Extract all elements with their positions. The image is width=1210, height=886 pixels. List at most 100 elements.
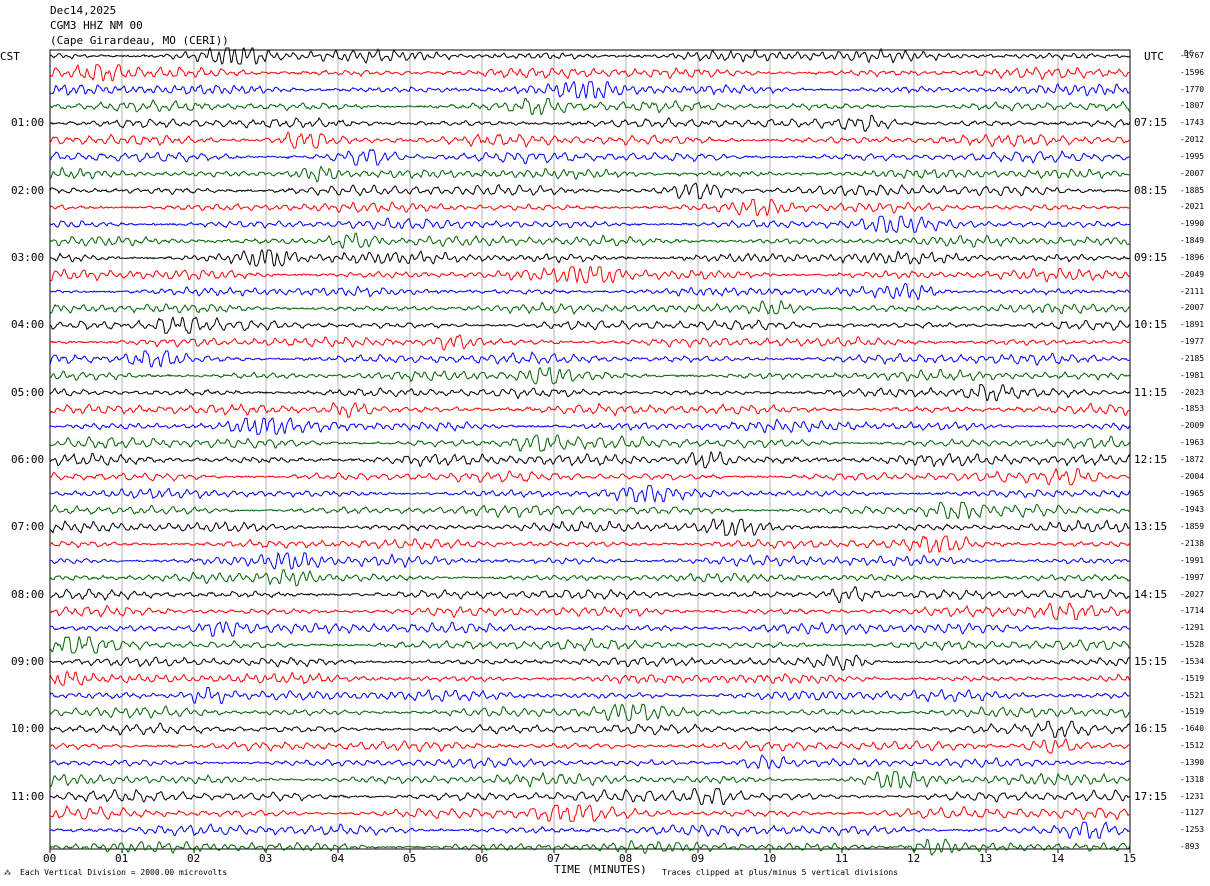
x-tick-label: 01 <box>115 852 129 865</box>
trace-dc-value: -2004 <box>1180 471 1205 481</box>
right-hour-label: 11:15 <box>1134 385 1168 399</box>
seismogram-trace <box>49 602 1131 620</box>
seismogram-trace <box>49 771 1131 789</box>
seismogram-trace <box>49 64 1131 82</box>
left-timezone-label: CST <box>0 50 20 63</box>
seismogram-trace <box>49 838 1131 856</box>
trace-dc-value: -1853 <box>1180 404 1205 414</box>
seismogram-trace <box>49 350 1131 368</box>
seismogram-trace <box>49 266 1131 284</box>
trace-dc-value: -1981 <box>1180 370 1205 380</box>
trace-dc-value: -1965 <box>1180 488 1205 498</box>
right-hour-label: 08:15 <box>1134 183 1168 197</box>
trace-dc-value: -1253 <box>1180 825 1205 835</box>
left-hour-label: 08:00 <box>11 587 45 601</box>
seismogram-trace <box>49 569 1131 587</box>
seismogram-trace <box>49 46 1131 65</box>
right-hour-label: 17:15 <box>1134 789 1168 803</box>
trace-dc-value: -1943 <box>1180 505 1205 515</box>
seismogram-trace <box>49 754 1131 770</box>
chart-station: CGM3 HHZ NM 00 <box>50 19 143 32</box>
seismogram-trace <box>49 98 1131 116</box>
trace-dc-value: -2027 <box>1180 589 1205 599</box>
trace-dc-value: -1127 <box>1180 808 1205 818</box>
seismogram-trace <box>49 417 1131 435</box>
seismogram-trace <box>49 165 1131 183</box>
left-hour-label: 06:00 <box>11 452 45 466</box>
trace-dc-value: -1519 <box>1180 707 1205 717</box>
right-hour-label: 10:15 <box>1134 318 1168 332</box>
seismogram-trace <box>49 787 1131 805</box>
seismogram-trace <box>49 182 1131 200</box>
trace-dc-value: -1521 <box>1180 690 1205 700</box>
x-tick-label: 04 <box>331 852 345 865</box>
trace-dc-value: -2021 <box>1180 202 1205 212</box>
trace-dc-value: -1231 <box>1180 791 1205 801</box>
trace-dc-value: -1991 <box>1180 555 1205 565</box>
x-tick-label: 02 <box>187 852 201 865</box>
x-tick-label: 06 <box>475 852 489 865</box>
seismogram-trace <box>49 114 1131 132</box>
seismogram-trace <box>50 720 1131 738</box>
seismogram-trace <box>49 131 1131 149</box>
x-tick-label: 03 <box>259 852 273 865</box>
trace-dc-value: -1519 <box>1180 673 1205 683</box>
trace-dc-value: -2007 <box>1180 168 1205 178</box>
trace-dc-value: -2185 <box>1180 353 1205 363</box>
trace-dc-value: -1859 <box>1180 522 1205 532</box>
footer-scale-note: Each Vertical Division = 2000.00 microvo… <box>20 868 228 877</box>
x-tick-label: 14 <box>1051 852 1065 865</box>
seismogram-trace <box>49 434 1131 452</box>
seismogram-trace <box>49 518 1131 537</box>
seismogram-trace <box>49 80 1131 100</box>
seismogram-trace <box>49 383 1131 402</box>
x-tick-label: 10 <box>763 852 777 865</box>
left-hour-label: 02:00 <box>11 183 45 197</box>
seismogram-trace <box>49 333 1131 351</box>
x-tick-label: 08 <box>619 852 633 865</box>
trace-dc-value: -2023 <box>1180 387 1205 397</box>
seismogram-trace <box>49 821 1130 839</box>
seismogram-trace <box>49 635 1131 654</box>
seismogram-trace <box>49 467 1131 486</box>
seismogram-trace <box>49 248 1131 267</box>
corner-glyph: ⁂ <box>4 869 11 877</box>
left-hour-label: 04:00 <box>11 318 45 332</box>
right-hour-label: 12:15 <box>1134 452 1168 466</box>
trace-dc-value: -1291 <box>1180 623 1205 633</box>
right-hour-label: 07:15 <box>1134 116 1168 130</box>
x-tick-label: 00 <box>43 852 57 865</box>
seismogram-trace <box>49 232 1131 249</box>
trace-dc-value: -1891 <box>1180 320 1205 330</box>
left-hour-label: 10:00 <box>11 722 45 736</box>
seismogram-trace <box>50 738 1131 754</box>
trace-dc-value: -893 <box>1180 842 1200 851</box>
chart-date: Dec14,2025 <box>50 4 117 17</box>
trace-dc-value: -1997 <box>1180 572 1205 582</box>
x-tick-label: 09 <box>691 852 705 865</box>
chart-location: (Cape Girardeau, MO (CERI)) <box>50 34 229 47</box>
seismogram-trace <box>49 215 1131 233</box>
trace-dc-value: -1770 <box>1180 84 1205 94</box>
left-hour-label: 01:00 <box>11 116 45 130</box>
seismogram-trace <box>49 366 1131 385</box>
trace-dc-value: -1849 <box>1180 236 1205 246</box>
seismogram-trace <box>49 198 1130 217</box>
trace-dc-value: -1807 <box>1180 101 1205 111</box>
trace-dc-value: -1896 <box>1180 252 1205 262</box>
trace-dc-value: -2007 <box>1180 303 1205 313</box>
seismogram-trace <box>49 653 1131 671</box>
trace-dc-value: -1885 <box>1180 185 1205 195</box>
seismogram-trace <box>49 620 1131 637</box>
x-tick-label: 12 <box>907 852 921 865</box>
footer-clip-note: Traces clipped at plus/minus 5 vertical … <box>662 868 899 877</box>
trace-dc-value: -2009 <box>1180 421 1205 431</box>
seismogram-trace <box>49 670 1131 687</box>
seismogram-trace <box>49 501 1131 520</box>
seismogram-trace <box>49 585 1131 604</box>
seismogram-trace <box>49 687 1130 705</box>
right-hour-label: 15:15 <box>1134 654 1168 668</box>
trace-dc-value: -1743 <box>1180 118 1205 128</box>
right-timezone-label: UTC <box>1144 50 1164 63</box>
